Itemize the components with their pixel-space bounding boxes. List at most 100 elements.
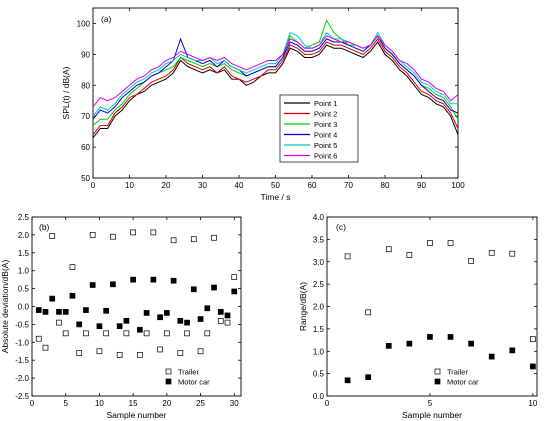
y-tick-label: 3.0 [313,258,325,267]
data-point-motor-car [204,305,211,312]
data-point-trailer [509,250,516,257]
x-tick-label: 30 [198,181,207,190]
y-tick-label: 0.5 [313,370,325,379]
y-tick-label: 0.5 [18,285,30,294]
data-point-trailer [150,229,157,236]
data-point-motor-car [83,307,89,313]
series-line-point-2 [92,38,459,136]
panel-a-line-chart: 0 10 20 30 40 50 60 70 80 90 100 50 60 70 80 90 100 Time … [61,7,465,202]
data-point-trailer [177,350,184,356]
series-line-point-1 [92,41,459,139]
data-point-trailer [110,233,116,240]
data-point-trailer [103,330,110,337]
panel-label: (b) [39,222,50,232]
y-tick-label: 80 [81,81,90,90]
data-point-trailer [137,351,143,358]
data-point-trailer [49,233,56,239]
y-tick-label: 60 [81,143,90,152]
legend-marker [165,378,172,385]
legend-label: Trailer [447,368,468,377]
data-point-motor-car [447,334,454,340]
legend-label: Point 2 [314,110,337,119]
data-point-motor-car [123,317,130,324]
x-tick-label: 10 [95,399,104,408]
data-point-motor-car [157,314,163,321]
data-point-motor-car [509,347,516,354]
x-tick-label: 100 [451,181,465,190]
x-tick-label: 90 [417,181,426,190]
x-tick-label: 80 [381,181,390,190]
data-point-trailer [116,351,123,358]
data-point-trailer [217,317,224,324]
panel-label: (c) [336,222,346,232]
series-line-point-6 [92,34,459,108]
y-tick-label: 100 [77,19,91,28]
data-point-motor-car [406,340,413,347]
data-point-trailer [190,236,197,243]
y-tick-label: 2.5 [313,280,325,289]
data-point-trailer [157,346,163,353]
data-point-trailer [62,330,69,337]
x-axis-label: Time / s [261,192,291,202]
data-point-trailer [427,240,433,246]
legend-label: Point 4 [314,131,337,140]
data-point-motor-car [385,343,392,349]
y-tick-label: -2.5 [15,392,29,401]
data-point-trailer [231,274,238,280]
data-point-trailer [447,240,454,246]
data-point-motor-car [177,317,184,324]
data-point-trailer [224,319,231,326]
y-tick-label: 1.0 [18,267,30,276]
y-tick-label: -1.5 [15,356,29,365]
legend-marker [434,368,441,375]
data-point-motor-car [35,307,42,313]
data-point-motor-car [103,307,110,314]
legend-label: Motor car [178,378,210,387]
data-point-trailer [184,330,190,337]
x-tick-label: 5 [63,399,68,408]
y-tick-label: 1.0 [313,347,325,356]
data-point-motor-car [190,286,197,293]
x-tick-label: 10 [528,399,537,408]
x-tick-label: 20 [162,399,171,408]
y-axis-label: SPL(t) / dB(A) [61,66,71,119]
panel-c-scatter-chart: 0 5 10 0.0 0.5 1.0 1.5 2.0 2.5 3.0 3.5 4.0 Sample nu… [298,213,538,420]
data-point-trailer [530,336,536,343]
y-tick-label: 3.5 [313,235,325,244]
data-point-motor-car [96,323,103,330]
x-tick-label: 15 [129,399,138,408]
y-tick-label: 0.0 [313,392,325,401]
data-point-motor-car [344,377,351,384]
y-tick-label: -0.5 [15,320,29,329]
data-point-trailer [56,319,62,326]
data-point-motor-car [49,295,56,302]
data-point-trailer [163,330,170,337]
data-point-motor-car [170,277,177,284]
data-point-motor-car [224,312,231,319]
legend-label: Motor car [447,378,479,387]
data-point-motor-car [56,309,62,315]
data-point-trailer [83,330,89,337]
data-point-trailer [365,309,372,316]
legend-label: Point 3 [314,120,337,129]
legend-label: Point 5 [314,141,337,150]
x-tick-label: 25 [196,399,205,408]
y-tick-label: 2.5 [18,213,30,222]
x-tick-label: 50 [271,181,280,190]
data-point-motor-car [530,363,536,370]
x-tick-label: 0 [91,181,96,190]
data-point-trailer [96,348,103,355]
data-point-motor-car [62,309,69,315]
data-point-motor-car [42,309,49,315]
x-tick-label: 10 [125,181,134,190]
data-point-motor-car [76,321,83,328]
data-point-trailer [385,246,392,253]
series-line-point-5 [92,31,458,117]
data-point-trailer [488,249,495,256]
data-point-trailer [69,264,76,270]
y-axis-label: Absolute deviation/dB(A) [0,260,10,354]
data-point-motor-car [231,288,238,295]
x-tick-label: 30 [230,399,239,408]
